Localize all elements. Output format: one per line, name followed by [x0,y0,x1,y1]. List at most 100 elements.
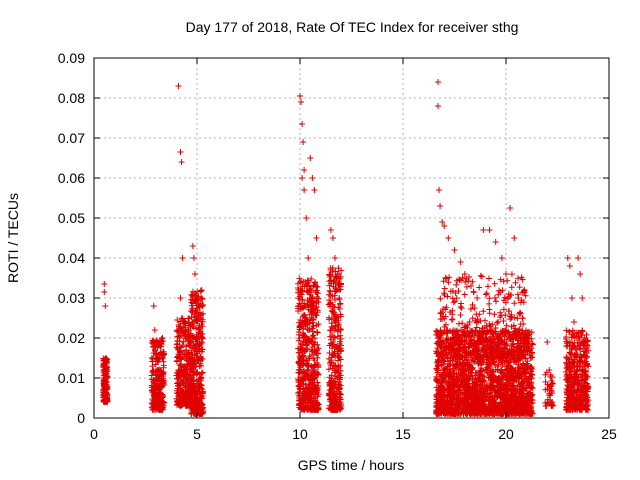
data-point [149,338,156,345]
data-point [491,294,498,301]
data-point [494,319,501,326]
data-point [183,388,190,395]
data-point [195,345,202,352]
data-point [511,300,518,307]
grid [94,58,609,418]
data-point [301,367,308,374]
data-point [187,338,194,345]
chart-title: Day 177 of 2018, Rate Of TEC Index for r… [186,19,519,35]
data-point [192,308,199,315]
data-point [491,311,498,318]
data-point [174,316,181,323]
data-points [100,79,592,417]
data-point [469,278,476,285]
data-point [176,362,183,369]
data-point [297,323,304,330]
data-point [196,407,203,414]
data-point [182,380,189,387]
data-point [188,333,195,340]
data-point [182,324,189,331]
data-point [182,328,189,335]
data-point [193,354,200,361]
data-point [197,287,204,294]
data-point [177,324,184,331]
data-point [199,296,206,303]
data-point [486,300,493,307]
data-point [191,351,198,358]
data-point [149,363,156,370]
data-point [306,283,313,290]
data-point [184,368,191,375]
data-point [486,306,493,313]
data-point [309,351,316,358]
data-point [304,297,311,304]
data-point [181,395,188,402]
data-point [517,309,524,316]
data-point [193,318,200,325]
data-point [197,410,204,417]
data-point [196,340,203,347]
data-point [295,328,302,335]
data-point [450,299,457,306]
data-point [151,400,158,407]
data-point [103,397,110,404]
data-point [516,284,523,291]
data-point [448,316,455,323]
data-point [482,291,489,298]
data-point [195,325,202,332]
data-point [493,298,500,305]
data-point [295,295,302,302]
data-point [159,335,166,342]
data-point [441,285,448,292]
data-point [478,273,485,280]
data-point [477,272,484,279]
data-point [188,377,195,384]
data-point [470,289,477,296]
data-point [176,327,183,334]
data-point [188,291,195,298]
data-point [199,369,206,376]
data-point [199,303,206,310]
data-point [304,304,311,311]
data-point [193,341,200,348]
data-point [456,320,463,327]
data-point [174,338,181,345]
data-point [188,321,195,328]
data-point [176,353,183,360]
data-point [199,395,206,402]
data-point [193,377,200,384]
data-point [193,391,200,398]
data-point [310,340,317,347]
data-point [461,291,468,298]
data-point [189,344,196,351]
data-point [101,289,108,295]
data-point [480,308,487,315]
data-point [508,284,515,291]
data-point [150,367,157,374]
data-point [158,343,165,350]
data-point [306,311,313,318]
data-point [148,372,155,379]
data-point [200,390,207,397]
data-point [198,321,205,328]
data-point [190,300,197,307]
data-point [160,362,167,369]
data-point [185,327,192,334]
data-point [177,385,184,392]
data-point [198,346,205,353]
data-point [295,383,302,390]
data-point [190,363,197,370]
data-point [152,361,159,368]
data-point [100,372,107,379]
data-point [185,361,192,368]
data-point [199,400,206,407]
data-point [308,368,315,375]
data-point [504,277,511,284]
data-point [188,314,195,321]
data-point [476,284,483,291]
data-point [176,397,183,404]
data-point [314,329,321,336]
data-point [195,311,202,318]
data-point [175,328,182,335]
